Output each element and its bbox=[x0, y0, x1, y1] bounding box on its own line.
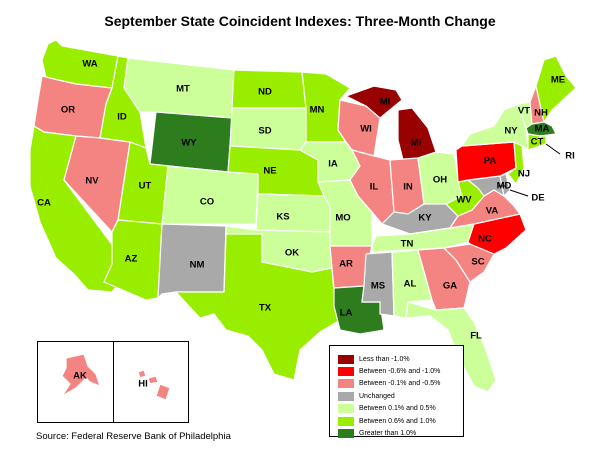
state-me[interactable] bbox=[535, 55, 577, 124]
legend-item: Between -0.6% and -1.0% bbox=[338, 365, 463, 377]
label-ny: NY bbox=[504, 126, 518, 137]
alaska-inset-frame bbox=[37, 341, 114, 423]
label-ne: NE bbox=[263, 166, 276, 177]
label-mt: MT bbox=[176, 84, 190, 95]
label-wi: WI bbox=[360, 124, 372, 135]
state-ak[interactable] bbox=[61, 353, 101, 397]
label-wy: WY bbox=[181, 138, 197, 149]
legend-label: Less than -1.0% bbox=[359, 355, 410, 363]
label-ma: MA bbox=[535, 124, 550, 135]
label-ia: IA bbox=[328, 159, 338, 170]
legend-label: Unchanged bbox=[359, 392, 395, 400]
label-la: LA bbox=[340, 308, 353, 319]
legend-item: Between 0.6% and 1.0% bbox=[338, 415, 463, 427]
legend-label: Between 0.6% and 1.0% bbox=[359, 417, 436, 425]
hawaii-inset-frame bbox=[113, 341, 189, 423]
legend-item: Unchanged bbox=[338, 390, 463, 402]
label-nj: NJ bbox=[518, 169, 530, 180]
label-id: ID bbox=[117, 112, 127, 123]
label-tx: TX bbox=[259, 303, 272, 314]
legend-label: Between 0.1% and 0.5% bbox=[359, 405, 436, 413]
legend-label: Between -0.1% and -0.5% bbox=[359, 380, 441, 388]
legend-swatch bbox=[338, 429, 354, 439]
label-sd: SD bbox=[258, 126, 271, 137]
label-ak: AK bbox=[73, 371, 87, 382]
state-fl[interactable] bbox=[405, 301, 497, 393]
label-ok: OK bbox=[285, 248, 299, 259]
label-ks: KS bbox=[276, 212, 289, 223]
label-ut: UT bbox=[139, 181, 152, 192]
label-mi-lower: MI bbox=[411, 138, 422, 149]
label-ga: GA bbox=[443, 281, 457, 292]
legend-item: Between 0.1% and 0.5% bbox=[338, 403, 463, 415]
label-nc: NC bbox=[478, 234, 492, 245]
legend-swatch bbox=[338, 391, 354, 401]
label-nm: NM bbox=[190, 260, 205, 271]
label-nv: NV bbox=[85, 176, 99, 187]
label-de: DE bbox=[531, 193, 544, 204]
label-ca: CA bbox=[37, 198, 51, 209]
label-nd: ND bbox=[258, 87, 272, 98]
source-note: Source: Federal Reserve Bank of Philadel… bbox=[36, 431, 231, 442]
legend-item: Less than -1.0% bbox=[338, 353, 463, 365]
label-ms: MS bbox=[371, 281, 385, 292]
label-me: ME bbox=[551, 75, 565, 86]
legend-swatch bbox=[338, 354, 354, 364]
legend-swatch bbox=[338, 367, 354, 377]
label-ct: CT bbox=[531, 137, 544, 148]
state-il[interactable] bbox=[349, 149, 395, 225]
label-tn: TN bbox=[401, 239, 414, 250]
legend-item: Greater than 1.0% bbox=[338, 427, 463, 439]
label-fl: FL bbox=[470, 331, 482, 342]
legend-swatch bbox=[338, 379, 354, 389]
label-co: CO bbox=[200, 197, 214, 208]
label-md: MD bbox=[497, 181, 512, 192]
label-vt: VT bbox=[518, 106, 530, 117]
state-co[interactable] bbox=[161, 165, 259, 225]
state-tx[interactable] bbox=[174, 233, 341, 381]
label-nh: NH bbox=[534, 108, 548, 119]
legend-swatch bbox=[338, 404, 354, 414]
map-title: September State Coincident Indexes: Thre… bbox=[104, 13, 496, 29]
state-hi-big[interactable] bbox=[155, 383, 171, 401]
label-az: AZ bbox=[125, 254, 138, 265]
state-hi-mid[interactable] bbox=[147, 375, 159, 385]
label-va: VA bbox=[486, 206, 499, 217]
state-hi-west[interactable] bbox=[137, 369, 147, 379]
state-mi-upper[interactable] bbox=[344, 85, 403, 119]
map-legend: Less than -1.0% Between -0.6% and -1.0% … bbox=[329, 345, 464, 439]
label-mi-upper: MI bbox=[380, 97, 391, 108]
label-ar: AR bbox=[339, 259, 353, 270]
legend-swatch bbox=[338, 416, 354, 426]
label-or: OR bbox=[61, 105, 75, 116]
label-mo: MO bbox=[335, 213, 350, 224]
legend-label: Between -0.6% and -1.0% bbox=[359, 368, 441, 376]
legend-item: Between -0.1% and -0.5% bbox=[338, 378, 463, 390]
label-ri: RI bbox=[565, 151, 575, 162]
label-mn: MN bbox=[310, 105, 325, 116]
callout-line-de bbox=[509, 189, 529, 197]
label-oh: OH bbox=[433, 175, 447, 186]
label-pa: PA bbox=[484, 156, 497, 167]
state-ks[interactable] bbox=[255, 193, 331, 233]
legend-label: Greater than 1.0% bbox=[359, 430, 417, 438]
label-al: AL bbox=[404, 279, 417, 290]
label-wa: WA bbox=[82, 59, 97, 70]
label-il: IL bbox=[370, 182, 379, 193]
label-hi: HI bbox=[138, 379, 148, 390]
label-wv: WV bbox=[456, 195, 472, 206]
label-ky: KY bbox=[418, 213, 432, 224]
callout-line-ri bbox=[545, 143, 561, 155]
label-in: IN bbox=[403, 182, 413, 193]
label-sc: SC bbox=[471, 257, 484, 268]
